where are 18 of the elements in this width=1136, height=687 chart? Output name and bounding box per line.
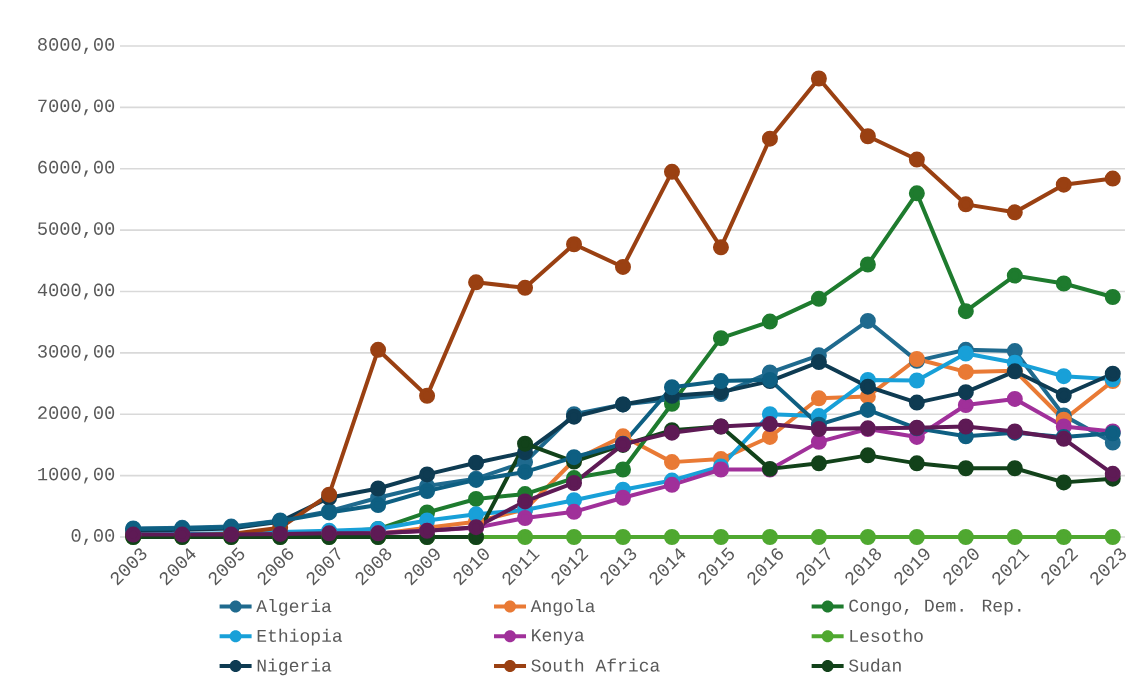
legend-label: South Africa — [531, 658, 660, 672]
legend-label: Angola — [530, 599, 595, 616]
y-tick-label: 6000,00 — [38, 160, 115, 177]
y-tick-label: 2000,00 — [38, 406, 115, 423]
legend-label: Congo, Dem. Rep. — [849, 599, 1021, 616]
y-tick-label: 3000,00 — [38, 344, 115, 361]
legend-label: Nigeria — [257, 658, 332, 676]
y-tick-label: 1000,00 — [38, 467, 115, 484]
y-tick-label: 7000,00 — [38, 99, 115, 116]
legend-label: Ethiopia — [257, 628, 343, 646]
y-tick-label: 8000,00 — [38, 38, 115, 54]
y-tick-label: 0,00 — [71, 529, 115, 545]
y-tick-label: 5000,00 — [38, 222, 115, 239]
y-tick-label: 4000,00 — [37, 283, 115, 300]
legend-label: Lesotho — [850, 628, 923, 642]
legend-label: Algeria — [256, 599, 332, 616]
legend-label: Kenya — [532, 629, 585, 645]
legend-label: Sudan — [848, 658, 901, 672]
